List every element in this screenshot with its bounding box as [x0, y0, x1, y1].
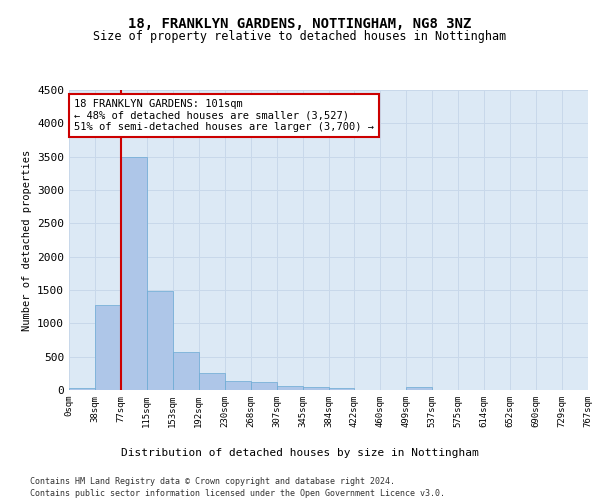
Bar	[406, 388, 432, 390]
Bar	[95, 306, 121, 390]
Bar	[251, 382, 277, 390]
Text: Distribution of detached houses by size in Nottingham: Distribution of detached houses by size …	[121, 448, 479, 458]
Bar	[277, 386, 302, 390]
Bar	[225, 382, 251, 390]
Text: Contains public sector information licensed under the Open Government Licence v3: Contains public sector information licen…	[30, 489, 445, 498]
Text: Contains HM Land Registry data © Crown copyright and database right 2024.: Contains HM Land Registry data © Crown c…	[30, 478, 395, 486]
Bar	[173, 352, 199, 390]
Text: 18, FRANKLYN GARDENS, NOTTINGHAM, NG8 3NZ: 18, FRANKLYN GARDENS, NOTTINGHAM, NG8 3N…	[128, 18, 472, 32]
Bar	[121, 156, 147, 390]
Bar	[199, 373, 224, 390]
Y-axis label: Number of detached properties: Number of detached properties	[22, 150, 32, 330]
Bar	[302, 388, 329, 390]
Bar	[147, 292, 173, 390]
Bar	[329, 388, 355, 390]
Text: Size of property relative to detached houses in Nottingham: Size of property relative to detached ho…	[94, 30, 506, 43]
Text: 18 FRANKLYN GARDENS: 101sqm
← 48% of detached houses are smaller (3,527)
51% of : 18 FRANKLYN GARDENS: 101sqm ← 48% of det…	[74, 99, 374, 132]
Bar	[69, 388, 95, 390]
